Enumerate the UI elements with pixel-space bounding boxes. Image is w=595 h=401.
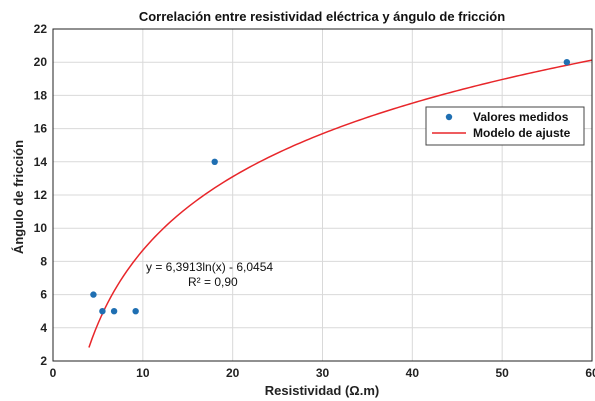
legend-box: [425, 106, 585, 146]
fit-curve-path: [88, 59, 593, 348]
x-tick-label: 10: [136, 366, 150, 380]
data-point: [110, 308, 118, 315]
y-axis-label: Ángulo de fricción: [11, 140, 26, 254]
y-tick-label: 20: [34, 55, 48, 69]
legend-label-measured: Valores medidos: [473, 110, 569, 124]
y-tick-label: 14: [34, 155, 48, 169]
x-tick-label: 30: [316, 366, 330, 380]
equation-label: y = 6,3913ln(x) - 6,0454: [146, 260, 273, 274]
y-tick-label: 18: [34, 88, 48, 102]
y-tick-label: 2: [40, 354, 47, 368]
x-ticks: 0 10 20 30 40 50 60: [50, 366, 595, 380]
y-tick-label: 6: [40, 288, 47, 302]
y-tick-label: 16: [34, 122, 48, 136]
data-point: [99, 308, 106, 315]
x-tick-label: 20: [226, 366, 240, 380]
fit-curve: [88, 59, 593, 348]
plot-frame: [52, 28, 593, 362]
measured-points: [90, 59, 571, 315]
x-tick-label: 60: [585, 366, 595, 380]
legend-marker-measured: [445, 113, 453, 121]
chart-title: Correlación entre resistividad eléctrica…: [139, 9, 505, 24]
grid: [53, 29, 592, 361]
r2-label: R² = 0,90: [188, 275, 238, 289]
x-tick-label: 50: [495, 366, 509, 380]
y-tick-label: 4: [40, 321, 47, 335]
data-point: [563, 59, 571, 66]
x-axis-label: Resistividad (Ω.m): [265, 383, 379, 398]
data-point: [90, 291, 97, 298]
data-point: [211, 158, 218, 165]
data-point: [132, 308, 139, 315]
y-tick-label: 8: [40, 254, 47, 268]
y-tick-label: 12: [34, 188, 48, 202]
y-ticks: 2 4 6 8 10 12 14 16 18 20 22: [34, 22, 48, 368]
legend: Valores medidos Modelo de ajuste: [425, 106, 585, 146]
y-tick-label: 10: [34, 221, 48, 235]
legend-label-model: Modelo de ajuste: [473, 126, 571, 140]
y-tick-label: 22: [34, 22, 48, 36]
x-tick-label: 0: [50, 366, 57, 380]
x-tick-label: 40: [406, 366, 420, 380]
